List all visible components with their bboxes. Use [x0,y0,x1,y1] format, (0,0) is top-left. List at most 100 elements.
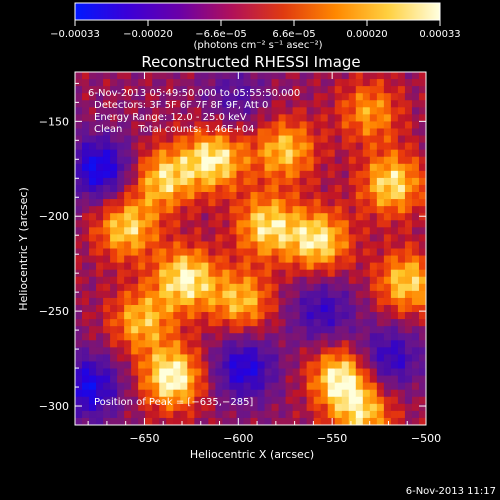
heatmap-cell [187,269,195,278]
heatmap-cell [285,262,294,271]
heatmap-cell [411,297,420,306]
heatmap-cell [117,297,125,306]
heatmap-cell [117,290,125,299]
heatmap-cell [229,184,238,193]
heatmap-cell [264,86,273,94]
heatmap-cell [355,121,364,130]
heatmap-cell [285,333,294,341]
heatmap-cell [306,312,315,320]
heatmap-cell [138,121,146,130]
heatmap-cell [299,100,308,108]
heatmap-cell [278,227,287,235]
heatmap-cell [418,241,426,250]
heatmap-cell [355,220,364,228]
heatmap-cell [138,206,146,214]
heatmap-cell [201,248,209,257]
heatmap-cell [208,312,216,320]
heatmap-cell [341,170,350,179]
heatmap-cell [306,297,315,306]
heatmap-cell [327,269,336,278]
heatmap-cell [89,199,97,207]
heatmap-cell [75,368,83,377]
heatmap-cell [131,354,139,363]
heatmap-cell [110,149,118,158]
heatmap-cell [124,333,132,341]
heatmap-cell [89,192,97,200]
heatmap-cell [124,114,132,123]
heatmap-cell [313,417,322,425]
heatmap-cell [180,107,188,115]
heatmap-cell [390,114,399,123]
heatmap-cell [229,375,238,384]
heatmap-cell [75,319,83,327]
heatmap-cell [355,326,364,334]
heatmap-cell [110,142,118,151]
heatmap-cell [222,276,231,285]
heatmap-cell [110,375,118,384]
colorbar-tick-label: 6.6e−05 [272,29,315,40]
heatmap-cell [131,290,139,299]
heatmap-cell [138,248,146,257]
heatmap-cell [327,170,336,179]
heatmap-cell [110,290,118,299]
heatmap-cell [89,410,97,419]
heatmap-cell [180,312,188,320]
heatmap-cell [369,213,378,221]
heatmap-cell [327,93,336,101]
heatmap-cell [89,213,97,221]
heatmap-cell [362,326,371,334]
heatmap-cell [285,255,294,264]
heatmap-cell [320,227,329,235]
heatmap-cell [96,354,104,363]
heatmap-cell [285,396,294,405]
heatmap-cell [404,234,413,243]
heatmap-cell [348,368,357,377]
heatmap-cell [103,312,111,320]
heatmap-cell [355,312,364,320]
heatmap-cell [103,248,111,257]
heatmap-cell [411,170,420,179]
heatmap-cell [271,107,280,115]
heatmap-cell [383,354,392,363]
heatmap-cell [124,354,132,363]
heatmap-cell [96,170,104,179]
heatmap-cell [292,283,301,292]
heatmap-cell [173,255,181,264]
heatmap-cell [152,304,160,313]
heatmap-cell [110,368,118,377]
heatmap-cell [411,262,420,271]
heatmap-cell [397,326,406,334]
heatmap-cell [285,184,294,193]
heatmap-cell [348,107,357,115]
heatmap-cell [257,170,266,179]
heatmap-cell [250,389,259,398]
heatmap-cell [187,403,195,412]
heatmap-cell [173,347,181,355]
heatmap-cell [418,283,426,292]
heatmap-cell [159,361,167,370]
heatmap-cell [75,417,83,425]
heatmap-cell [75,382,83,391]
heatmap-cell [397,333,406,341]
heatmap-cell [390,417,399,425]
heatmap-cell [285,121,294,130]
heatmap-cell [89,163,97,172]
heatmap-cell [348,241,357,250]
heatmap-cell [320,312,329,320]
heatmap-cell [348,297,357,306]
heatmap-cell [369,417,378,425]
heatmap-cell [243,184,252,193]
heatmap-cell [236,368,245,377]
heatmap-cell [208,347,216,355]
heatmap-cell [222,347,231,355]
heatmap-cell [229,149,238,158]
heatmap-cell [397,304,406,313]
heatmap-cell [82,79,90,87]
heatmap-cell [390,255,399,264]
heatmap-cell [411,199,420,207]
heatmap-cell [404,227,413,235]
heatmap-cell [194,262,202,271]
heatmap-cell [75,227,83,235]
heatmap-cell [222,262,231,271]
heatmap-cell [243,382,252,391]
